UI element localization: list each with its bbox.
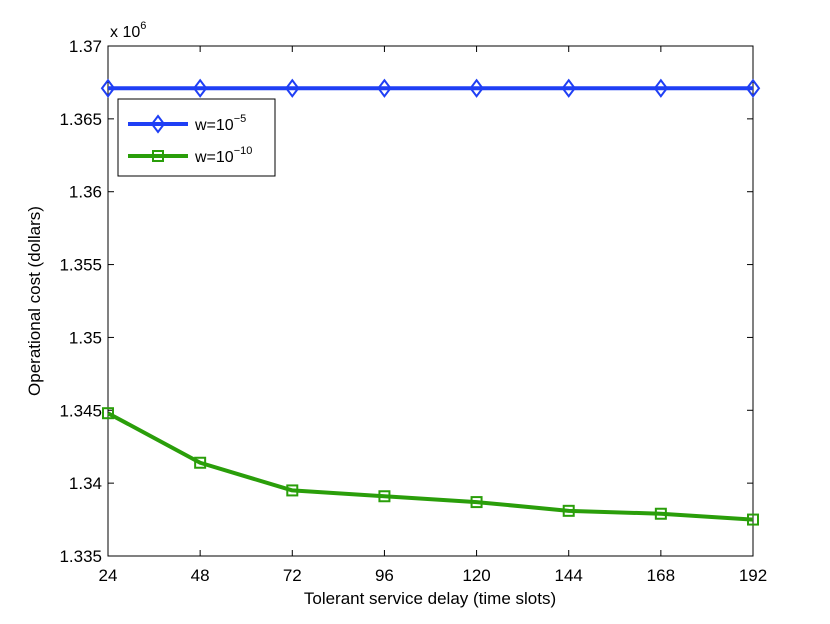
- y-tick-label: 1.34: [69, 474, 102, 493]
- legend-label-1: w=10−5: [194, 113, 246, 134]
- data-point-square: [286, 484, 299, 497]
- data-point-square: [747, 513, 759, 526]
- data-point-diamond: [469, 78, 484, 98]
- data-point-diamond: [100, 78, 116, 98]
- y-tick-label: 1.365: [59, 110, 102, 129]
- x-tick-label: 144: [555, 566, 583, 585]
- legend: w=10−5 w=10−10: [117, 98, 276, 177]
- x-tick-label: 168: [647, 566, 675, 585]
- data-point-diamond: [561, 78, 576, 98]
- y-multiplier-exponent: 6: [140, 20, 146, 32]
- data-point-diamond: [285, 78, 300, 98]
- data-point-square: [562, 504, 575, 517]
- y-tick-label: 1.36: [69, 183, 102, 202]
- x-tick-label: 96: [375, 566, 394, 585]
- x-tick-label: 72: [283, 566, 302, 585]
- x-tick-label: 48: [191, 566, 210, 585]
- data-point-square: [470, 496, 483, 509]
- data-point-diamond: [377, 78, 392, 98]
- y-tick-label: 1.345: [59, 401, 102, 420]
- y-tick-label: 1.35: [69, 328, 102, 347]
- data-point-square: [378, 490, 391, 503]
- series-line-2: [107, 411, 754, 522]
- y-tick-label: 1.335: [59, 547, 102, 566]
- data-point-diamond: [192, 78, 208, 98]
- data-point-diamond: [745, 78, 761, 98]
- legend-marker-diamond: [150, 114, 166, 134]
- legend-box: [117, 98, 276, 177]
- y-multiplier-label: x 106: [110, 20, 146, 41]
- y-tick-label: 1.37: [69, 37, 102, 56]
- axis-ticks: 24 48 72 96 120 144 168 192 1.335 1.34 1.345 1.35 1.…: [59, 37, 767, 585]
- data-point-square: [194, 456, 207, 469]
- data-point-diamond: [653, 78, 669, 98]
- x-tick-label: 192: [739, 566, 767, 585]
- legend-marker-square: [152, 150, 164, 162]
- x-tick-label: 120: [462, 566, 490, 585]
- y-axis-label: Operational cost (dollars): [25, 206, 44, 396]
- x-axis-label: Tolerant service delay (time slots): [304, 589, 556, 608]
- x-tick-label: 24: [99, 566, 118, 585]
- y-tick-label: 1.355: [59, 256, 102, 275]
- series-lines: [100, 78, 761, 526]
- data-point-square: [102, 407, 114, 420]
- legend-label-2: w=10−10: [194, 145, 252, 166]
- data-point-square: [654, 507, 667, 520]
